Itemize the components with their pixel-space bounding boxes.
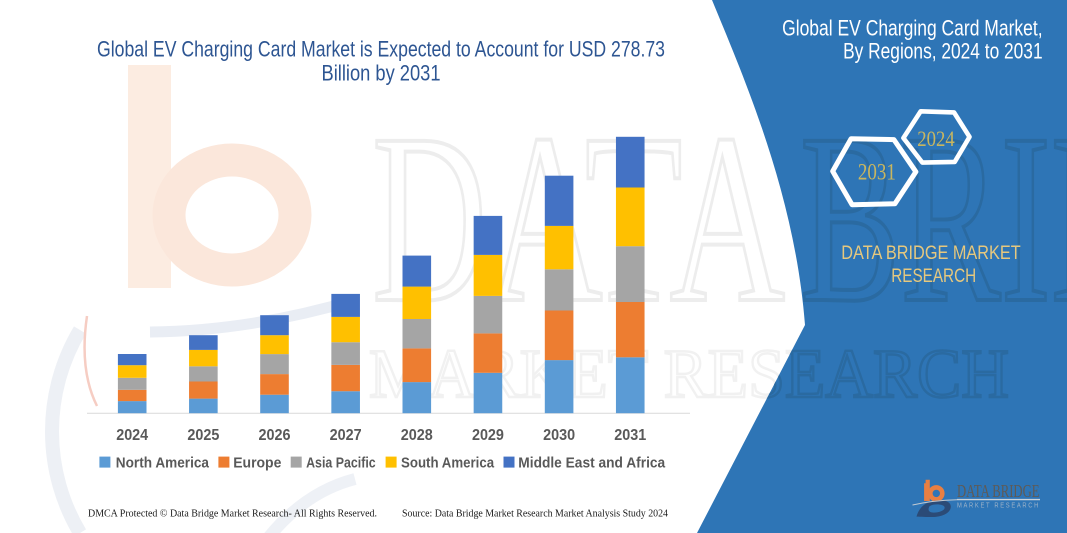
svg-text:2030: 2030: [543, 427, 575, 444]
svg-text:North America: North America: [116, 456, 210, 472]
svg-text:South America: South America: [401, 456, 495, 472]
svg-text:2028: 2028: [401, 427, 433, 444]
svg-text:2025: 2025: [187, 427, 219, 444]
svg-text:BRIDGE: BRIDGE: [800, 83, 1067, 353]
svg-text:2024: 2024: [116, 427, 148, 444]
svg-text:DMCA Protected © Data Bridge M: DMCA Protected © Data Bridge Market Rese…: [88, 509, 377, 520]
svg-text:Middle East and Africa: Middle East and Africa: [518, 456, 666, 472]
svg-text:By Regions, 2024 to 2031: By Regions, 2024 to 2031: [843, 38, 1043, 63]
svg-text:DATA: DATA: [372, 83, 785, 353]
svg-text:DATA BRIDGE: DATA BRIDGE: [957, 481, 1040, 501]
svg-text:MARKET RESEARCH: MARKET RESEARCH: [957, 503, 1040, 510]
svg-text:2031: 2031: [858, 160, 896, 185]
svg-text:Source: Data Bridge Market Res: Source: Data Bridge Market Research Mark…: [402, 509, 669, 520]
svg-text:Asia Pacific: Asia Pacific: [306, 456, 376, 472]
svg-text:2027: 2027: [330, 427, 362, 444]
svg-text:Global EV Charging Card Market: Global EV Charging Card Market is Expect…: [97, 36, 665, 61]
svg-text:2026: 2026: [259, 427, 291, 444]
svg-text:RESEARCH: RESEARCH: [891, 265, 976, 287]
svg-text:DATA BRIDGE MARKET: DATA BRIDGE MARKET: [841, 242, 1020, 264]
svg-text:Billion by 2031: Billion by 2031: [322, 61, 441, 86]
svg-text:2031: 2031: [614, 427, 646, 444]
svg-text:2029: 2029: [472, 427, 504, 444]
svg-text:Europe: Europe: [233, 456, 281, 472]
svg-text:2024: 2024: [917, 126, 955, 151]
svg-text:Global EV Charging Card Market: Global EV Charging Card Market,: [782, 15, 1043, 40]
